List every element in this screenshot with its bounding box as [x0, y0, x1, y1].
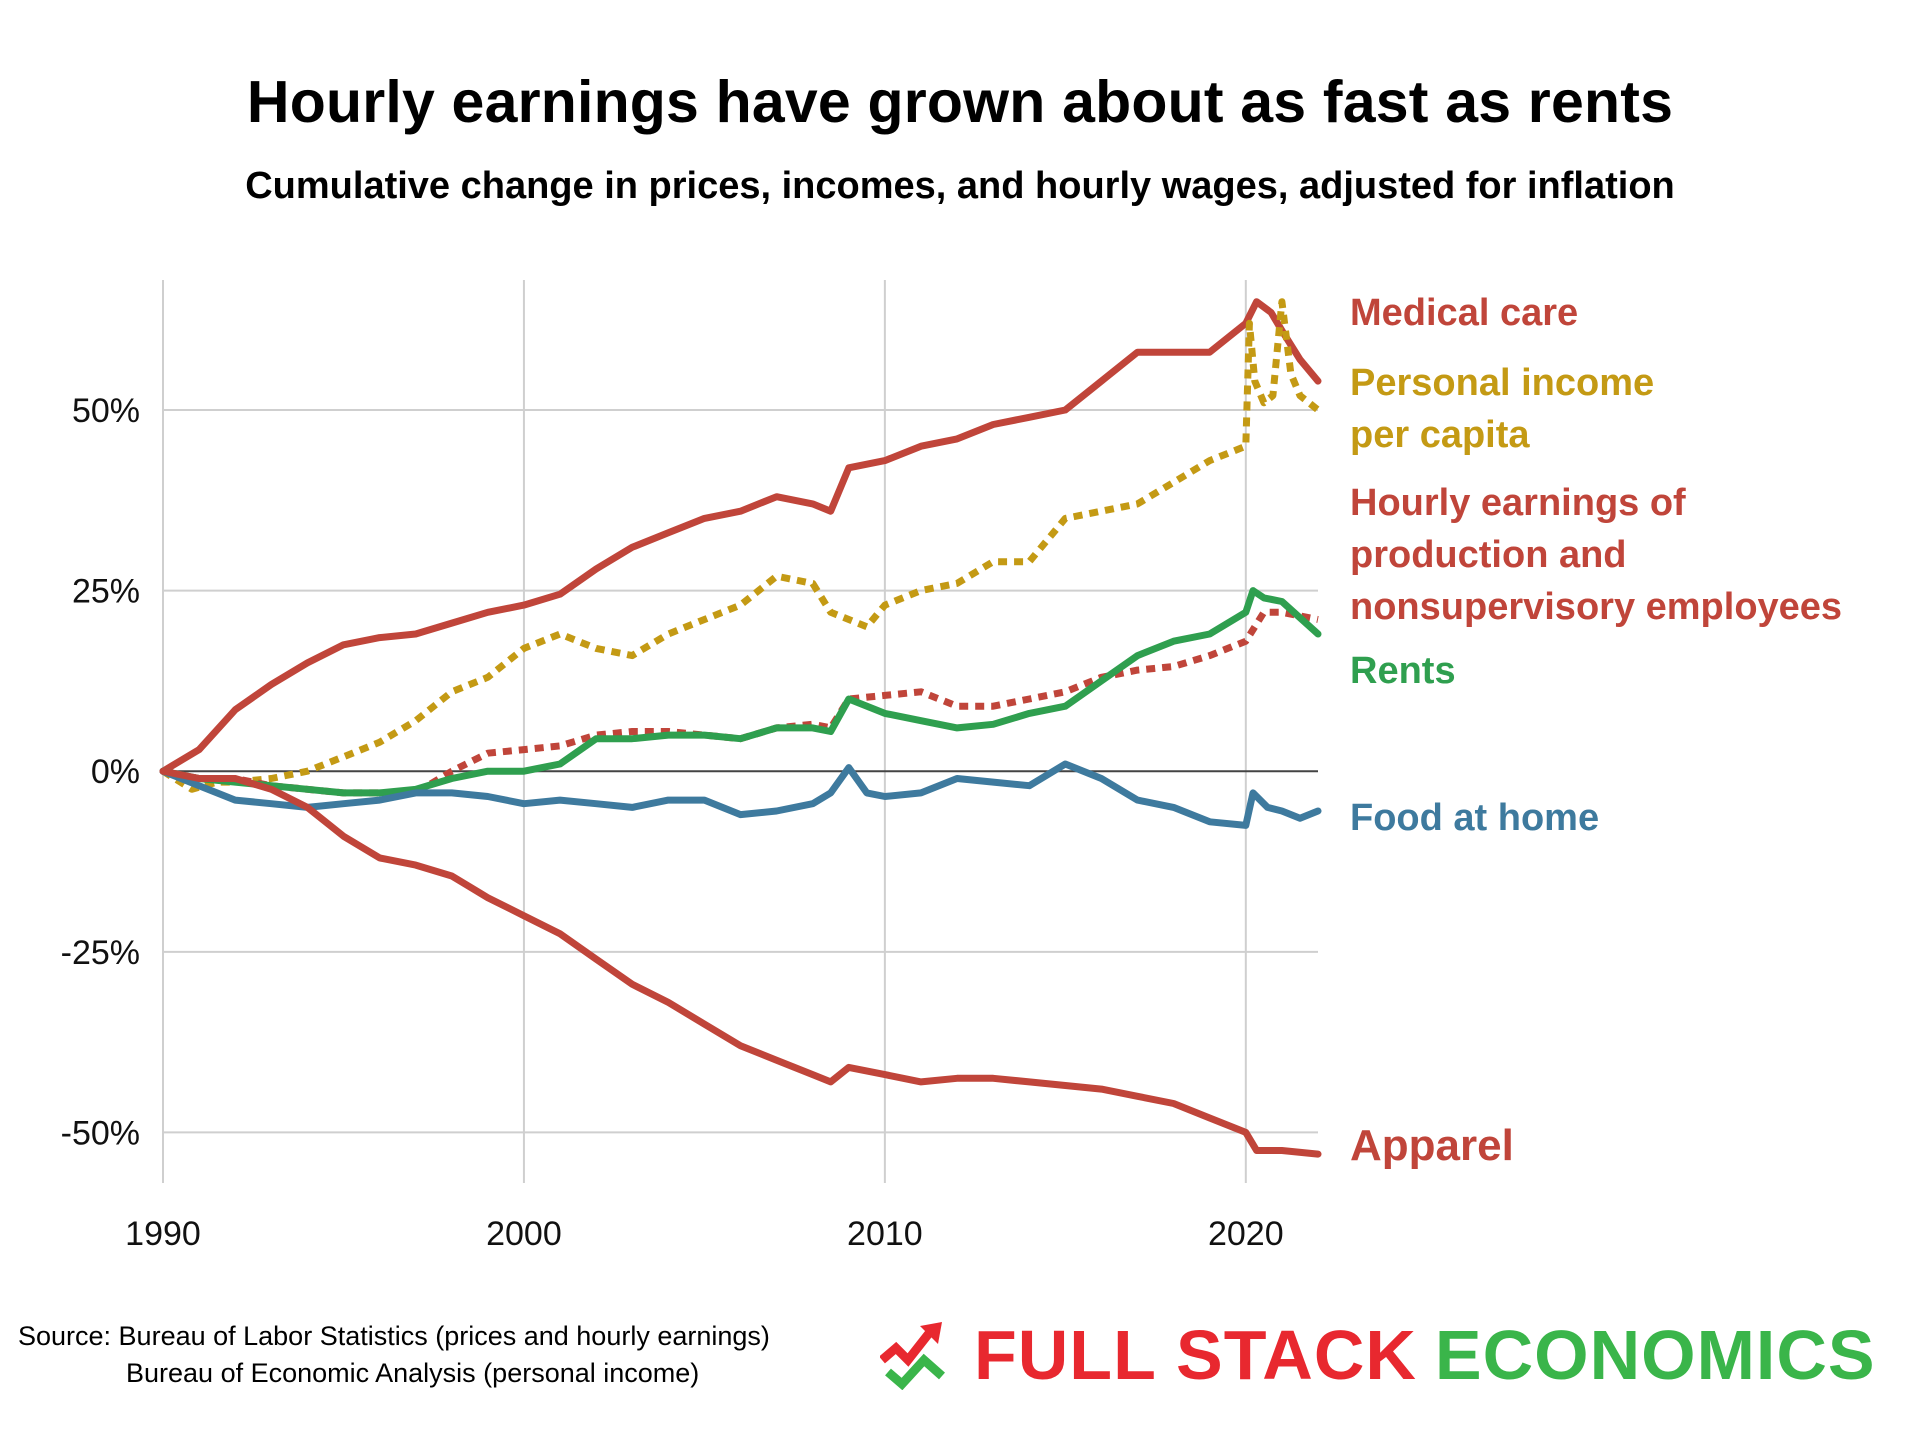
series-line-apparel [159, 767, 1322, 1158]
series-label-line: per capita [1350, 414, 1530, 456]
series-line-personal-income-per-capita [161, 298, 1321, 793]
source-line-1: Source: Bureau of Labor Statistics (pric… [18, 1321, 770, 1351]
series-label-line: Rents [1350, 650, 1456, 692]
series-label-personal-income-per-capita: Personal income per capita [1350, 362, 1654, 456]
x-tick-label-2000: 2000 [486, 1215, 562, 1253]
x-tick-label-1990: 1990 [125, 1215, 201, 1253]
x-tick-label-2020: 2020 [1208, 1215, 1284, 1253]
series-label-line: Food at home [1350, 797, 1599, 839]
y-tick-label--50%: -50% [61, 1114, 140, 1152]
line-chart: 1990 2000 2010 2020 -50% -25% 0% 25% 50% Medical … [61, 280, 1842, 1253]
series-label-line: nonsupervisory employees [1350, 586, 1842, 628]
series-line-hourly-earnings-of-production-and-nonsupervisory-employees [162, 608, 1319, 797]
series-label-hourly-earnings-of-production-and-nonsupervisory-employees: Hourly earnings of production and nonsuper… [1350, 482, 1842, 628]
series-label-line: Personal income [1350, 362, 1654, 404]
series-label-line: Medical care [1350, 292, 1578, 334]
y-tick-label-50%: 50% [72, 392, 140, 430]
series-line-food-at-home [159, 760, 1322, 829]
series-label-line: Hourly earnings of [1350, 482, 1686, 524]
trend-arrow-icon [880, 1322, 945, 1390]
x-tick-label-2010: 2010 [847, 1215, 923, 1253]
series-label-medical-care: Medical care [1350, 292, 1578, 334]
source-note: Source: Bureau of Labor Statistics (pric… [18, 1318, 770, 1392]
series-line-rents [159, 587, 1322, 797]
series-label-line: production and [1350, 534, 1627, 576]
y-tick-label--25%: -25% [61, 934, 140, 972]
series-label-line: Apparel [1350, 1121, 1514, 1170]
logo-word-full-stack: FULL STACK [974, 1316, 1417, 1394]
y-tick-label-25%: 25% [72, 573, 140, 611]
chart-title: Hourly earnings have grown about as fast… [246, 69, 1674, 135]
series-label-food-at-home: Food at home [1350, 797, 1599, 839]
y-tick-label-0%: 0% [91, 753, 140, 791]
series-label-rents: Rents [1350, 650, 1456, 692]
chart-subtitle: Cumulative change in prices, incomes, an… [245, 165, 1675, 207]
logo-word-economics: ECONOMICS [1434, 1316, 1876, 1394]
brand-logo: FULL STACK ECONOMICS [880, 1310, 1876, 1400]
series-label-apparel: Apparel [1350, 1121, 1514, 1170]
source-line-2: Bureau of Economic Analysis (personal in… [126, 1358, 700, 1388]
series-line-medical-care [159, 298, 1322, 775]
